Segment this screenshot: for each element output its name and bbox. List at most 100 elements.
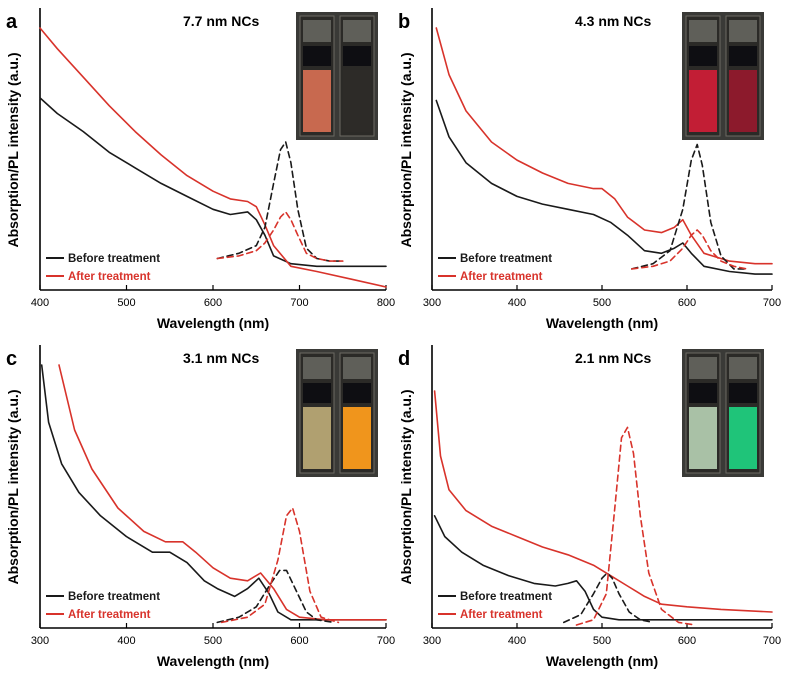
x-tick-label: 500 <box>593 635 611 647</box>
pl-curve-after <box>220 507 340 624</box>
x-tick-label: 600 <box>290 635 308 647</box>
y-axis-label: Absorption/PL intensity (a.u.) <box>398 53 414 248</box>
vial-meniscus <box>729 383 757 403</box>
vial-meniscus <box>689 383 717 403</box>
legend-label: Before treatment <box>460 591 552 603</box>
vial <box>299 15 335 137</box>
x-axis-label: Wavelength (nm) <box>157 653 269 669</box>
legend: Before treatment After treatment <box>46 591 160 621</box>
panel-letter: b <box>398 11 410 33</box>
x-tick-label: 300 <box>31 635 49 647</box>
vial-cap <box>689 357 717 379</box>
absorption-curve-after <box>435 27 773 265</box>
vial-photo-inset <box>682 349 764 477</box>
absorption-curve-before <box>435 99 773 275</box>
vial-meniscus <box>343 383 371 403</box>
vial-meniscus <box>689 46 717 66</box>
x-axis-label: Wavelength (nm) <box>157 315 269 331</box>
pl-curve-after <box>575 426 697 626</box>
legend: Before treatment After treatment <box>46 253 160 283</box>
vial-solution <box>343 407 371 469</box>
x-tick-label: 400 <box>117 635 135 647</box>
vial-solution <box>689 70 717 132</box>
vial-solution <box>729 70 757 132</box>
vial-meniscus <box>303 383 331 403</box>
vial-photo-inset <box>296 349 378 477</box>
y-axis-label: Absorption/PL intensity (a.u.) <box>398 390 414 585</box>
vial-solution <box>303 407 331 469</box>
vial-cap <box>303 20 331 42</box>
vial <box>339 15 375 137</box>
x-tick-label: 300 <box>423 635 441 647</box>
legend: Before treatment After treatment <box>438 253 552 283</box>
x-tick-label: 700 <box>377 635 395 647</box>
vial <box>685 352 721 474</box>
panel-a: 400 500 600 700 800 Wavelength (nm) Absorption… <box>5 8 395 331</box>
panel-title: 2.1 nm NCs <box>575 350 651 366</box>
pl-curve-after <box>216 211 344 262</box>
x-tick-label: 300 <box>423 297 441 309</box>
x-axis-label: Wavelength (nm) <box>546 653 658 669</box>
panel-letter: d <box>398 348 410 370</box>
vial-meniscus <box>303 46 331 66</box>
pl-curve-before <box>216 569 335 624</box>
vial-cap <box>343 357 371 379</box>
y-axis-label: Absorption/PL intensity (a.u.) <box>5 53 21 248</box>
x-tick-label: 700 <box>763 635 781 647</box>
legend-label: After treatment <box>460 609 543 621</box>
x-tick-label: 800 <box>377 297 395 309</box>
vial-solution <box>343 70 371 132</box>
vial-cap <box>689 20 717 42</box>
vial-cap <box>729 20 757 42</box>
panel-title: 4.3 nm NCs <box>575 13 651 29</box>
legend-label: After treatment <box>460 271 543 283</box>
legend: Before treatment After treatment <box>438 591 552 621</box>
x-tick-label: 700 <box>290 297 308 309</box>
x-tick-label: 400 <box>31 297 49 309</box>
vial-cap <box>343 20 371 42</box>
panel-b: 300 400 500 600 700 Wavelength (nm) Absorption… <box>398 8 781 331</box>
vial <box>299 352 335 474</box>
x-tick-label: 400 <box>508 297 526 309</box>
vial-cap <box>303 357 331 379</box>
pl-curve-after <box>631 229 748 270</box>
panel-title: 3.1 nm NCs <box>183 350 259 366</box>
x-tick-label: 600 <box>678 297 696 309</box>
x-tick-label: 600 <box>204 297 222 309</box>
panel-letter: a <box>6 11 18 33</box>
absorption-curve-before <box>433 515 773 621</box>
absorption-curve-before <box>39 97 387 268</box>
legend-label: Before treatment <box>460 253 552 265</box>
vial-meniscus <box>729 46 757 66</box>
absorption-curve-before <box>40 364 387 621</box>
x-tick-label: 400 <box>508 635 526 647</box>
vial <box>685 15 721 137</box>
vial-solution <box>729 407 757 469</box>
legend-label: After treatment <box>68 609 151 621</box>
panel-letter: c <box>6 348 17 370</box>
legend-label: Before treatment <box>68 591 160 603</box>
panel-d: 300 400 500 600 700 Wavelength (nm) Absorption… <box>398 345 781 669</box>
pl-curve-before <box>631 143 748 270</box>
x-tick-label: 600 <box>678 635 696 647</box>
x-tick-label: 500 <box>204 635 222 647</box>
legend-label: After treatment <box>68 271 151 283</box>
vial <box>339 352 375 474</box>
vial <box>725 15 761 137</box>
legend-label: Before treatment <box>68 253 160 265</box>
x-tick-label: 700 <box>763 297 781 309</box>
vial-photo-inset <box>682 12 764 140</box>
absorption-curve-after <box>58 364 387 621</box>
y-axis-label: Absorption/PL intensity (a.u.) <box>5 390 21 585</box>
pl-curve-before <box>563 572 654 624</box>
x-axis-label: Wavelength (nm) <box>546 315 658 331</box>
x-tick-label: 500 <box>117 297 135 309</box>
vial-cap <box>729 357 757 379</box>
vial-photo-inset <box>296 12 378 140</box>
vial-solution <box>303 70 331 132</box>
absorption-curve-after <box>39 27 387 288</box>
panel-c: 300 400 500 600 700 Wavelength (nm) Absorption… <box>5 345 395 669</box>
vial-meniscus <box>343 46 371 66</box>
panel-title: 7.7 nm NCs <box>183 13 259 29</box>
